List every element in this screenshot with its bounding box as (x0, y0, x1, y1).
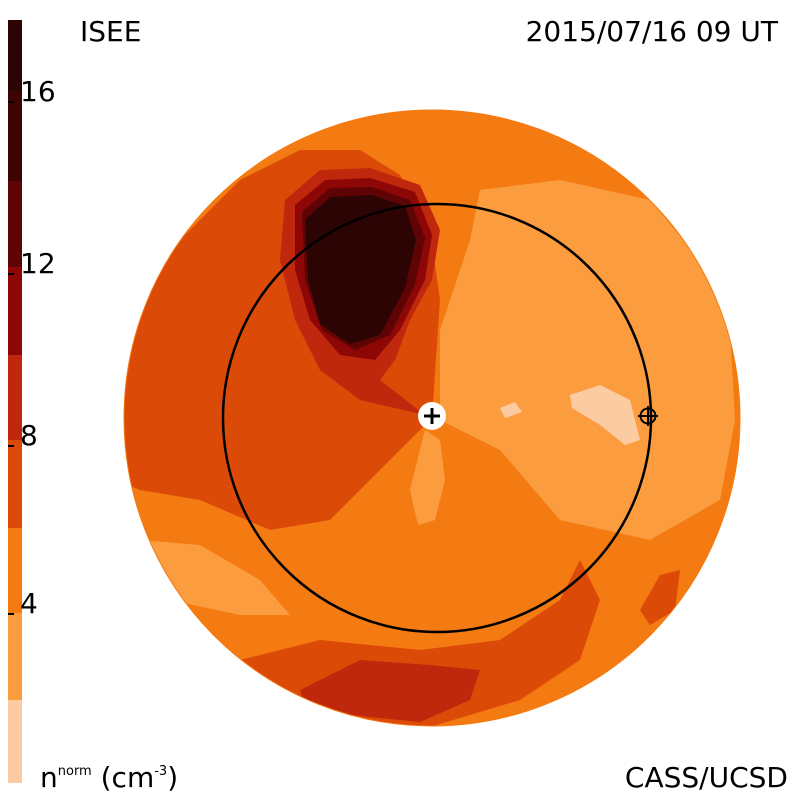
density-region (640, 570, 680, 625)
colorbar-tick-label: 16 (20, 75, 56, 108)
colorbar-tick-label: 4 (20, 587, 38, 620)
unit-base: n (40, 761, 58, 794)
colorbar-tick (8, 613, 14, 615)
disk-edge (123, 109, 741, 727)
density-region (500, 402, 522, 418)
colorbar-band (8, 91, 22, 181)
map-title: ISEE (80, 15, 142, 48)
credit: CASS/UCSD (624, 761, 788, 794)
density-region (440, 180, 735, 540)
timestamp: 2015/07/16 09 UT (525, 15, 778, 48)
density-region (570, 385, 640, 445)
colorbar-tick (8, 445, 14, 447)
colorbar-band (8, 528, 22, 613)
colorbar-band (8, 267, 22, 355)
colorbar-unit: nnorm (cm-3) (40, 764, 178, 792)
colorbar-band (8, 355, 22, 440)
colorbar-band (8, 700, 22, 783)
unit-paren-close: ) (167, 761, 179, 794)
earth-marker (638, 406, 658, 426)
colorbar-band (8, 440, 22, 528)
colorbar-tick-label: 8 (20, 419, 38, 452)
colorbar (8, 20, 22, 783)
colorbar-tick-label: 12 (20, 247, 56, 280)
colorbar-tick (8, 101, 14, 103)
density-region (300, 660, 480, 722)
colorbar-band (8, 181, 22, 267)
colorbar-tick (8, 273, 14, 275)
colorbar-band (8, 20, 22, 91)
unit-paren-open: (cm (91, 761, 155, 794)
unit-superscript: norm (57, 764, 92, 779)
density-region (170, 180, 290, 290)
unit-exponent: -3 (154, 764, 168, 779)
sun-marker (418, 402, 446, 430)
density-region (410, 430, 445, 525)
colorbar-band (8, 613, 22, 700)
earth-orbit (221, 202, 653, 634)
